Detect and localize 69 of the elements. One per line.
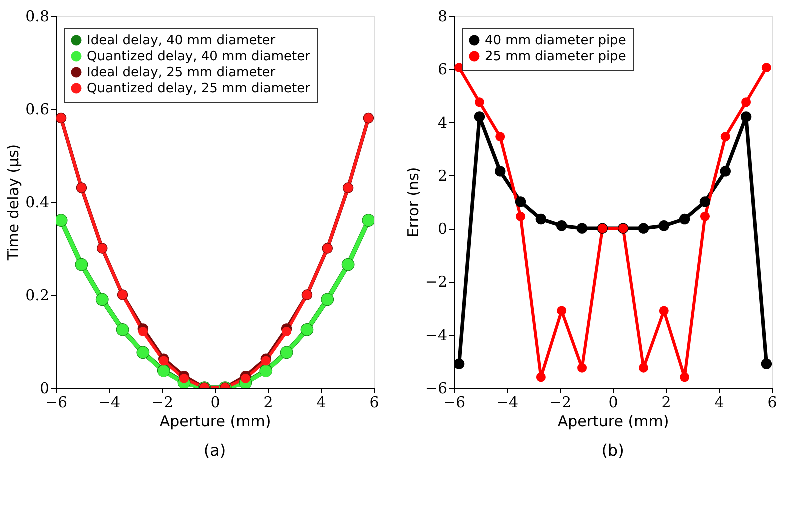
y-axis-title: Error (ns) xyxy=(404,167,422,238)
text: (b) xyxy=(602,441,624,460)
point xyxy=(282,327,292,336)
x-tick-label: −2 xyxy=(151,394,174,412)
x-tick-label: 4 xyxy=(316,394,326,412)
legend-label: Ideal delay, 40 mm diameter xyxy=(87,34,276,48)
point xyxy=(536,372,546,382)
point xyxy=(762,63,772,73)
point xyxy=(261,356,271,366)
point xyxy=(495,166,506,177)
y-tick-label: −2 xyxy=(425,273,448,292)
legend-label: Ideal delay, 25 mm diameter xyxy=(87,66,276,80)
point xyxy=(576,223,588,234)
legend-label: 25 mm diameter pipe xyxy=(485,50,626,64)
point xyxy=(700,212,710,222)
y-tick-label: 4 xyxy=(438,114,448,132)
x-tick-label: 4 xyxy=(714,394,724,412)
point xyxy=(658,220,670,232)
y-tick-label: 0.4 xyxy=(26,194,50,212)
point xyxy=(180,374,190,384)
y-tick-label: 8 xyxy=(438,8,448,26)
x-tick-label: 0 xyxy=(608,394,618,412)
x-tick-label: 2 xyxy=(264,394,274,412)
point xyxy=(679,214,690,225)
point xyxy=(761,358,772,370)
point xyxy=(557,306,567,316)
x-tick-label: −4 xyxy=(98,394,121,412)
point xyxy=(515,196,526,208)
x-axis-title: Aperture (mm) xyxy=(558,412,670,430)
point xyxy=(740,112,752,122)
point xyxy=(556,220,568,232)
legend-label: Quantized delay, 25 mm diameter xyxy=(87,82,312,96)
y-tick-label: 0 xyxy=(438,220,448,238)
x-tick-label: 6 xyxy=(370,394,380,412)
point xyxy=(474,98,484,108)
x-tick-label: 6 xyxy=(768,394,778,412)
x-tick-label: 2 xyxy=(662,394,672,412)
y-tick-label: −4 xyxy=(425,326,448,344)
text: (a) xyxy=(204,441,226,460)
y-tick-label: 0.6 xyxy=(26,100,50,118)
point xyxy=(578,363,588,373)
point xyxy=(638,223,650,234)
y-tick-label: 6 xyxy=(438,60,448,79)
x-axis-title: Aperture (mm) xyxy=(160,412,272,430)
y-tick-label: 0.2 xyxy=(26,286,50,304)
legend-label: 40 mm diameter pipe xyxy=(485,34,626,48)
point xyxy=(496,132,506,142)
point xyxy=(638,363,648,373)
point xyxy=(454,358,465,370)
point xyxy=(720,132,730,142)
point xyxy=(516,212,526,222)
y-tick-label: 2 xyxy=(438,166,448,185)
y-axis-title: Time delay (µs) xyxy=(4,144,23,262)
point xyxy=(700,196,711,208)
legend-label: Quantized delay, 40 mm diameter xyxy=(87,50,312,64)
point xyxy=(720,166,731,177)
y-tick-label: 0.8 xyxy=(26,8,50,26)
point xyxy=(742,98,752,108)
y-tick-label: −6 xyxy=(425,380,448,398)
x-tick-label: 0 xyxy=(210,394,220,412)
point xyxy=(474,112,486,122)
x-tick-label: −4 xyxy=(496,394,519,412)
point xyxy=(240,374,250,384)
point xyxy=(159,356,169,366)
x-tick-label: −2 xyxy=(549,394,572,412)
point xyxy=(536,214,547,225)
point xyxy=(680,372,690,382)
point xyxy=(138,327,148,336)
point xyxy=(659,306,669,316)
